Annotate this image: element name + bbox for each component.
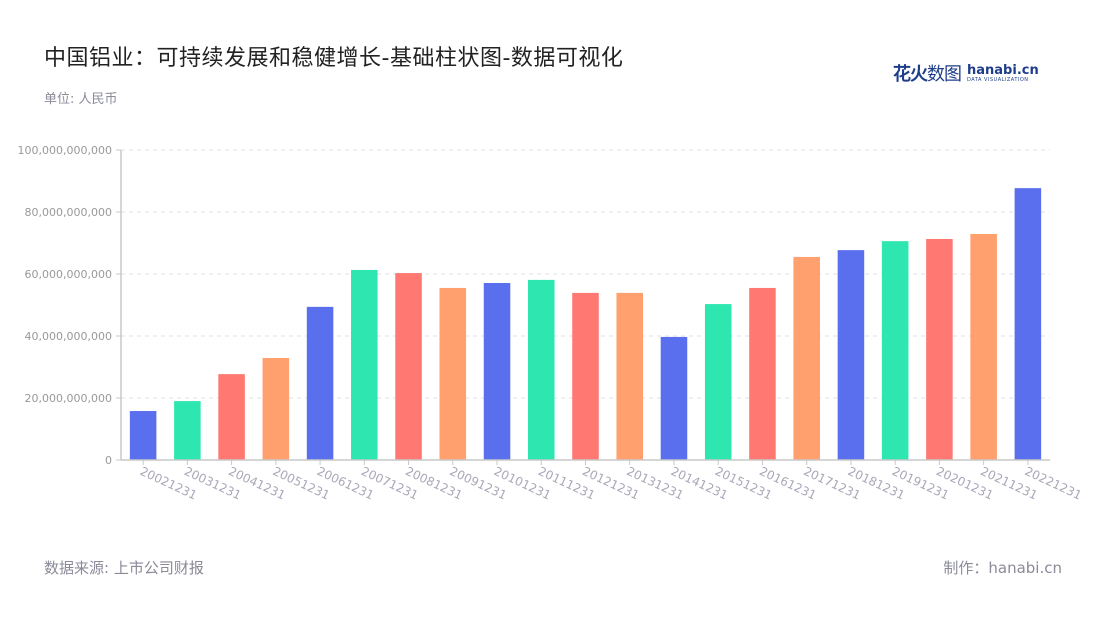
bar[interactable]: [306, 306, 334, 460]
bar[interactable]: [704, 304, 732, 460]
bar[interactable]: [262, 358, 290, 460]
bar[interactable]: [970, 234, 997, 460]
credit: 制作：hanabi.cn: [943, 559, 1062, 577]
logo-en-text: hanabi.cn DATA VISUALIZATION: [967, 62, 1039, 83]
y-axis: 0 20,000,000,000 40,000,000,000 60,000,000,…: [18, 144, 122, 467]
bar[interactable]: [793, 256, 820, 460]
bar[interactable]: [749, 287, 776, 460]
unit-label: 单位: 人民币: [44, 92, 118, 107]
y-tick-label: 100,000,000,000: [18, 144, 112, 157]
bar[interactable]: [351, 269, 378, 460]
y-tick-label: 40,000,000,000: [25, 330, 112, 343]
bars: [129, 188, 1042, 460]
bar[interactable]: [660, 336, 688, 460]
y-tick-label: 0: [105, 454, 112, 467]
y-tick-label: 80,000,000,000: [25, 206, 112, 219]
bar[interactable]: [616, 292, 644, 460]
bar[interactable]: [439, 287, 467, 460]
bar[interactable]: [483, 282, 511, 460]
bar[interactable]: [572, 292, 599, 460]
bar[interactable]: [881, 241, 909, 460]
bar[interactable]: [218, 374, 245, 460]
bar[interactable]: [174, 401, 201, 460]
bar[interactable]: [926, 238, 953, 460]
bar[interactable]: [837, 250, 865, 460]
bar[interactable]: [527, 279, 555, 460]
bar[interactable]: [1014, 188, 1042, 460]
page-title: 中国铝业：可持续发展和稳健增长-基础柱状图-数据可视化: [44, 46, 624, 71]
y-tick-label: 20,000,000,000: [25, 392, 112, 405]
y-tick-label: 60,000,000,000: [25, 268, 112, 281]
x-axis: 2002123120031231200412312005123120061231…: [121, 459, 1084, 503]
brand-logo: 花火数图 hanabi.cn DATA VISUALIZATION: [893, 60, 1039, 86]
data-source: 数据来源: 上市公司财报: [44, 559, 204, 577]
bar[interactable]: [395, 273, 422, 460]
bar[interactable]: [129, 411, 157, 460]
logo-cn-text: 花火数图: [893, 64, 962, 85]
